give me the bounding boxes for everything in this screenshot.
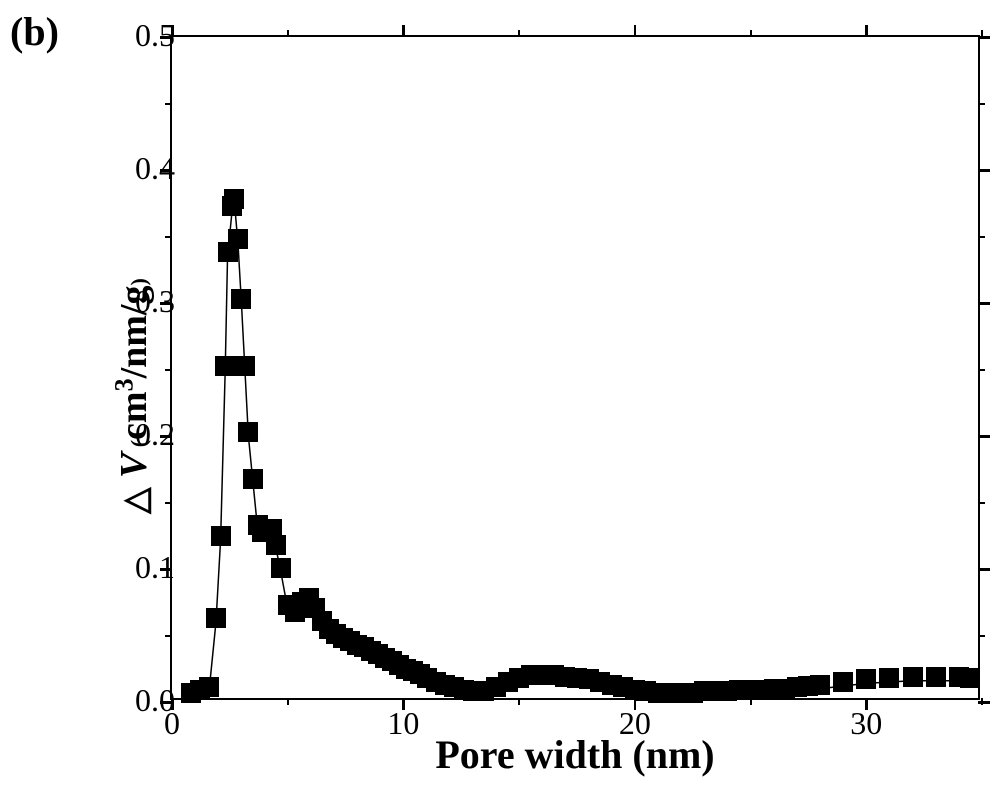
x-tick-top-minor bbox=[518, 30, 520, 37]
y-tick-minor bbox=[165, 635, 172, 637]
plot-area: Pore width (nm) 0102030 bbox=[170, 35, 980, 700]
y-tick-right bbox=[978, 36, 990, 39]
data-marker bbox=[238, 422, 258, 442]
y-tick-minor bbox=[165, 369, 172, 371]
data-marker bbox=[926, 667, 946, 687]
delta-symbol: △ bbox=[115, 488, 155, 514]
x-tick-minor bbox=[518, 698, 520, 705]
y-tick-right bbox=[978, 302, 990, 305]
y-tick-label: 0.0 bbox=[135, 682, 175, 719]
data-marker bbox=[228, 229, 248, 249]
x-tick-label: 10 bbox=[387, 705, 419, 742]
x-tick-top-minor bbox=[287, 30, 289, 37]
series-line bbox=[191, 203, 971, 696]
y-tick-right-minor bbox=[978, 369, 985, 371]
x-tick-top-minor bbox=[981, 30, 983, 37]
data-marker bbox=[271, 558, 291, 578]
data-marker bbox=[960, 668, 980, 688]
data-marker bbox=[833, 672, 853, 692]
y-tick-right-minor bbox=[978, 635, 985, 637]
data-marker bbox=[206, 608, 226, 628]
x-tick-minor bbox=[981, 698, 983, 705]
y-tick-right bbox=[978, 701, 990, 704]
panel-label: (b) bbox=[10, 8, 59, 55]
y-tick-right-minor bbox=[978, 103, 985, 105]
data-marker bbox=[879, 668, 899, 688]
data-marker bbox=[243, 469, 263, 489]
data-marker bbox=[856, 669, 876, 689]
y-tick-minor bbox=[165, 103, 172, 105]
y-tick-label: 0.3 bbox=[135, 283, 175, 320]
x-tick-top bbox=[402, 25, 405, 37]
y-tick-minor bbox=[165, 502, 172, 504]
x-tick-label: 30 bbox=[850, 705, 882, 742]
data-marker bbox=[211, 526, 231, 546]
data-marker bbox=[810, 675, 830, 695]
data-marker bbox=[215, 356, 235, 376]
data-marker bbox=[199, 677, 219, 697]
x-axis-title: Pore width (nm) bbox=[435, 731, 714, 778]
y-tick-right-minor bbox=[978, 502, 985, 504]
y-tick-label: 0.1 bbox=[135, 549, 175, 586]
data-marker bbox=[231, 289, 251, 309]
y-variable-V: V bbox=[113, 453, 155, 478]
data-marker bbox=[224, 189, 244, 209]
y-tick-right-minor bbox=[978, 236, 985, 238]
y-tick-right bbox=[978, 435, 990, 438]
y-tick-right bbox=[978, 568, 990, 571]
y-tick-minor bbox=[165, 236, 172, 238]
y-tick-label: 0.4 bbox=[135, 150, 175, 187]
data-marker bbox=[235, 356, 255, 376]
data-marker bbox=[266, 535, 286, 555]
y-tick-right bbox=[978, 169, 990, 172]
x-tick-top bbox=[865, 25, 868, 37]
x-tick-label: 20 bbox=[619, 705, 651, 742]
figure-container: (b) △ V (cm3/nm/g) Pore width (nm) 01020… bbox=[0, 0, 1000, 792]
x-tick-top-minor bbox=[750, 30, 752, 37]
x-tick-minor bbox=[287, 698, 289, 705]
x-tick-top bbox=[634, 25, 637, 37]
y-tick-label: 0.2 bbox=[135, 416, 175, 453]
y-tick-label: 0.5 bbox=[135, 17, 175, 54]
data-marker bbox=[903, 667, 923, 687]
